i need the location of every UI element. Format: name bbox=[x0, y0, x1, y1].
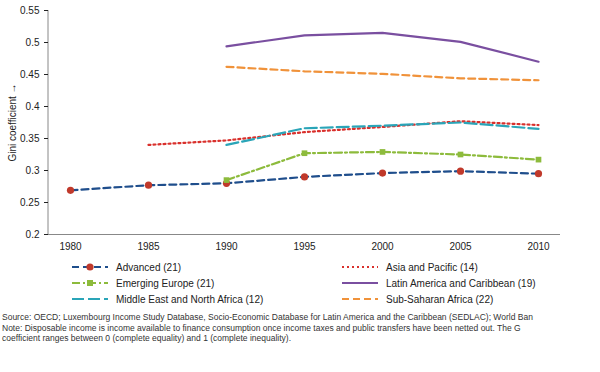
html-text:Source: OECD; Luxembourg Incom: Source: OECD; Luxembourg Income Study Da… bbox=[2, 312, 533, 322]
svg-text:Gini coefficient →: Gini coefficient → bbox=[7, 83, 18, 161]
svg-text:2010: 2010 bbox=[527, 241, 550, 252]
svg-text:0.5: 0.5 bbox=[26, 37, 40, 48]
svg-text:2000: 2000 bbox=[371, 241, 394, 252]
html-text:Note: Disposable income is inc: Note: Disposable income is income availa… bbox=[2, 322, 521, 333]
svg-text:1990: 1990 bbox=[215, 241, 238, 252]
svg-text:1995: 1995 bbox=[293, 241, 316, 252]
svg-text:0.3: 0.3 bbox=[26, 165, 40, 176]
svg-text:1985: 1985 bbox=[137, 241, 160, 252]
svg-text:2005: 2005 bbox=[449, 241, 472, 252]
html-text:Advanced (21): Advanced (21) bbox=[116, 261, 181, 273]
html-text:Sub-Saharan Africa (22): Sub-Saharan Africa (22) bbox=[386, 293, 494, 305]
svg-text:0.4: 0.4 bbox=[26, 101, 40, 112]
svg-text:0.2: 0.2 bbox=[26, 229, 40, 240]
html-text:Asia and Pacific (14): Asia and Pacific (14) bbox=[386, 261, 478, 273]
svg-text:0.55: 0.55 bbox=[20, 5, 40, 16]
html-text:Emerging Europe (21): Emerging Europe (21) bbox=[116, 277, 215, 289]
html-text:Latin America and Caribbean (1: Latin America and Caribbean (19) bbox=[386, 277, 536, 289]
html-text:Middle East and North Africa (: Middle East and North Africa (12) bbox=[116, 293, 264, 305]
svg-text:0.25: 0.25 bbox=[20, 197, 40, 208]
svg-text:1980: 1980 bbox=[59, 241, 82, 252]
svg-text:0.35: 0.35 bbox=[20, 133, 40, 144]
svg-text:0.45: 0.45 bbox=[20, 69, 40, 80]
html-text:coefficient ranges between 0 (: coefficient ranges between 0 (complete e… bbox=[2, 333, 291, 343]
